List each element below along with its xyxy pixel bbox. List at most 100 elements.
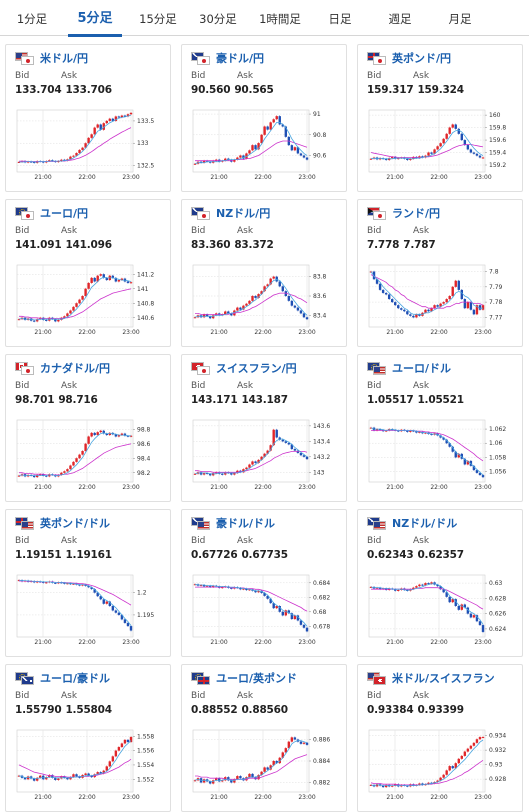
candle-body bbox=[84, 143, 87, 148]
x-tick-label: 23:00 bbox=[474, 174, 491, 181]
y-tick-label: 0.624 bbox=[489, 626, 506, 633]
candle-body bbox=[445, 770, 448, 775]
rate-card[interactable]: ユーロ/ドル Bid Ask 1.05517 1.05521 21:00 22:00 23:0… bbox=[357, 354, 523, 502]
tab-15min[interactable]: 15分足 bbox=[139, 12, 177, 26]
candlestick-chart[interactable]: 21:00 22:00 23:00 141.2 141 140.8 140.6 bbox=[13, 261, 163, 341]
tab-daily[interactable]: 日足 bbox=[328, 12, 352, 26]
price-values: 141.091 141.096 bbox=[15, 239, 116, 251]
candle-body bbox=[202, 314, 206, 318]
price-values: 0.93384 0.93399 bbox=[367, 704, 468, 716]
currency-pair-link[interactable]: ユーロ/英ポンド bbox=[216, 672, 298, 685]
candle-body bbox=[430, 582, 433, 584]
candlestick-chart[interactable]: 21:00 22:00 23:00 1.2 1.195 bbox=[13, 571, 163, 651]
candle-body bbox=[442, 774, 445, 778]
candlestick-chart[interactable]: 21:00 22:00 23:00 0.886 0.884 0.882 bbox=[189, 726, 339, 806]
candle-body bbox=[242, 469, 245, 473]
currency-pair-link[interactable]: 米ドル/円 bbox=[40, 52, 89, 65]
tab-weekly[interactable]: 週足 bbox=[388, 12, 412, 26]
candlestick-chart[interactable]: 21:00 22:00 23:00 0.934 0.932 0.93 0.928 bbox=[365, 726, 515, 806]
tab-30min[interactable]: 30分足 bbox=[199, 12, 237, 26]
candle-body bbox=[397, 589, 400, 591]
candle-body bbox=[99, 430, 102, 433]
currency-pair-link[interactable]: 米ドル/スイスフラン bbox=[392, 672, 495, 685]
candlestick-chart[interactable]: 21:00 22:00 23:00 98.8 98.6 98.4 98.2 bbox=[13, 416, 163, 496]
candlestick-chart[interactable]: 21:00 22:00 23:00 83.8 83.6 83.4 bbox=[189, 261, 339, 341]
candlestick-chart[interactable]: 21:00 22:00 23:00 0.684 0.682 0.68 0.678 bbox=[189, 571, 339, 651]
candle-body bbox=[287, 610, 291, 614]
currency-pair-link[interactable]: ランド/円 bbox=[392, 207, 441, 220]
currency-pair-link[interactable]: ユーロ/豪ドル bbox=[40, 672, 111, 685]
candle-body bbox=[199, 161, 203, 163]
rate-card[interactable]: 豪ドル/ドル Bid Ask 0.67726 0.67735 21:00 22:00 23:0… bbox=[181, 509, 347, 657]
tab-5min[interactable]: 5分足 bbox=[66, 0, 124, 37]
price-labels: Bid Ask bbox=[367, 71, 459, 81]
currency-pair-link[interactable]: カナダドル/円 bbox=[40, 362, 111, 375]
currency-pair-link[interactable]: ユーロ/ドル bbox=[392, 362, 452, 375]
currency-pair-link[interactable]: 豪ドル/円 bbox=[216, 52, 265, 65]
rate-card[interactable]: スイスフラン/円 Bid Ask 143.171 143.187 21:00 22:00 23… bbox=[181, 354, 347, 502]
currency-flags bbox=[191, 51, 211, 65]
currency-pair-link[interactable]: ユーロ/円 bbox=[40, 207, 89, 220]
candlestick-chart[interactable]: 21:00 22:00 23:00 7.8 7.79 7.78 7.77 bbox=[365, 261, 515, 341]
candle-body bbox=[397, 305, 400, 309]
price-values: 1.55790 1.55804 bbox=[15, 704, 116, 716]
rate-card[interactable]: NZドル/ドル Bid Ask 0.62343 0.62357 21:00 22:00 23:… bbox=[357, 509, 523, 657]
plot-area bbox=[368, 729, 486, 793]
candlestick-chart[interactable]: 21:00 22:00 23:00 160 159.8 159.6 159.4 159.2 bbox=[365, 106, 515, 186]
y-tick-label: 0.93 bbox=[489, 762, 503, 769]
currency-pair-link[interactable]: NZドル/ドル bbox=[392, 517, 458, 530]
currency-pair-link[interactable]: 英ポンド/ドル bbox=[40, 517, 111, 530]
candlestick-chart[interactable]: 21:00 22:00 23:00 133.5 133 132.5 bbox=[13, 106, 163, 186]
y-tick-label: 0.932 bbox=[489, 747, 506, 754]
candle-body bbox=[251, 296, 254, 301]
currency-flags bbox=[191, 516, 211, 530]
rate-card[interactable]: ユーロ/豪ドル Bid Ask 1.55790 1.55804 21:00 22:00 23:… bbox=[5, 664, 171, 812]
currency-pair-link[interactable]: スイスフラン/円 bbox=[216, 362, 297, 375]
candle-body bbox=[205, 585, 209, 587]
candle-body bbox=[224, 472, 227, 475]
rate-card[interactable]: 米ドル/スイスフラン Bid Ask 0.93384 0.93399 21:00 22:00… bbox=[357, 664, 523, 812]
x-tick-label: 21:00 bbox=[34, 484, 51, 491]
ask-label: Ask bbox=[413, 381, 430, 391]
candlestick-chart[interactable]: 21:00 22:00 23:00 1.558 1.556 1.554 1.552 bbox=[13, 726, 163, 806]
candlestick-chart[interactable]: 21:00 22:00 23:00 0.63 0.628 0.626 0.624 bbox=[365, 571, 515, 651]
rate-card[interactable]: 米ドル/円 Bid Ask 133.704 133.706 21:00 22:00 23:00… bbox=[5, 44, 171, 192]
candle-body bbox=[290, 444, 294, 450]
currency-pair-link[interactable]: 英ポンド/円 bbox=[392, 52, 452, 65]
tab-monthly[interactable]: 月足 bbox=[448, 12, 472, 26]
rate-card[interactable]: ユーロ/円 Bid Ask 141.091 141.096 21:00 22:00 23:00… bbox=[5, 199, 171, 347]
candle-body bbox=[57, 161, 60, 163]
candle-body bbox=[54, 777, 57, 780]
currency-pair-link[interactable]: 豪ドル/ドル bbox=[216, 517, 276, 530]
candle-body bbox=[251, 145, 254, 151]
candlestick-chart[interactable]: 21:00 22:00 23:00 1.062 1.06 1.058 1.056 bbox=[365, 416, 515, 496]
bid-label: Bid bbox=[191, 226, 206, 236]
rate-card[interactable]: ユーロ/英ポンド Bid Ask 0.88552 0.88560 21:00 22:00 23… bbox=[181, 664, 347, 812]
tab-1min[interactable]: 1分足 bbox=[16, 12, 48, 26]
candle-body bbox=[257, 590, 260, 593]
rate-card[interactable]: カナダドル/円 Bid Ask 98.701 98.716 21:00 22:00 23:00… bbox=[5, 354, 171, 502]
rate-card[interactable]: 英ポンド/ドル Bid Ask 1.19151 1.19161 21:00 22:00 23:… bbox=[5, 509, 171, 657]
y-tick-label: 141 bbox=[137, 286, 149, 293]
candle-body bbox=[424, 309, 427, 313]
rate-card[interactable]: ランド/円 Bid Ask 7.778 7.787 21:00 22:00 23:00 7.8 7… bbox=[357, 199, 523, 347]
candlestick-chart[interactable]: 21:00 22:00 23:00 143.6 143.4 143.2 143 bbox=[189, 416, 339, 496]
rate-card[interactable]: NZドル/円 Bid Ask 83.360 83.372 21:00 22:00 23:00 8… bbox=[181, 199, 347, 347]
rate-card[interactable]: 豪ドル/円 Bid Ask 90.560 90.565 21:00 22:00 23:00 91… bbox=[181, 44, 347, 192]
candle-body bbox=[472, 465, 476, 471]
candle-body bbox=[72, 306, 75, 311]
candlestick-chart[interactable]: 21:00 22:00 23:00 91 90.8 90.6 bbox=[189, 106, 339, 186]
candle-body bbox=[305, 157, 309, 160]
price-values: 0.88552 0.88560 bbox=[191, 704, 292, 716]
tab-1hour[interactable]: 1時間足 bbox=[259, 12, 301, 26]
candle-body bbox=[193, 584, 197, 586]
candle-body bbox=[230, 780, 233, 783]
candle-body bbox=[87, 436, 90, 444]
candle-body bbox=[45, 475, 48, 477]
candle-body bbox=[424, 784, 427, 786]
currency-pair-link[interactable]: NZドル/円 bbox=[216, 207, 271, 220]
rate-card[interactable]: 英ポンド/円 Bid Ask 159.317 159.324 21:00 22:00 23:0… bbox=[357, 44, 523, 192]
candle-body bbox=[260, 771, 263, 775]
candle-body bbox=[129, 737, 133, 743]
x-tick-label: 23:00 bbox=[474, 794, 491, 801]
